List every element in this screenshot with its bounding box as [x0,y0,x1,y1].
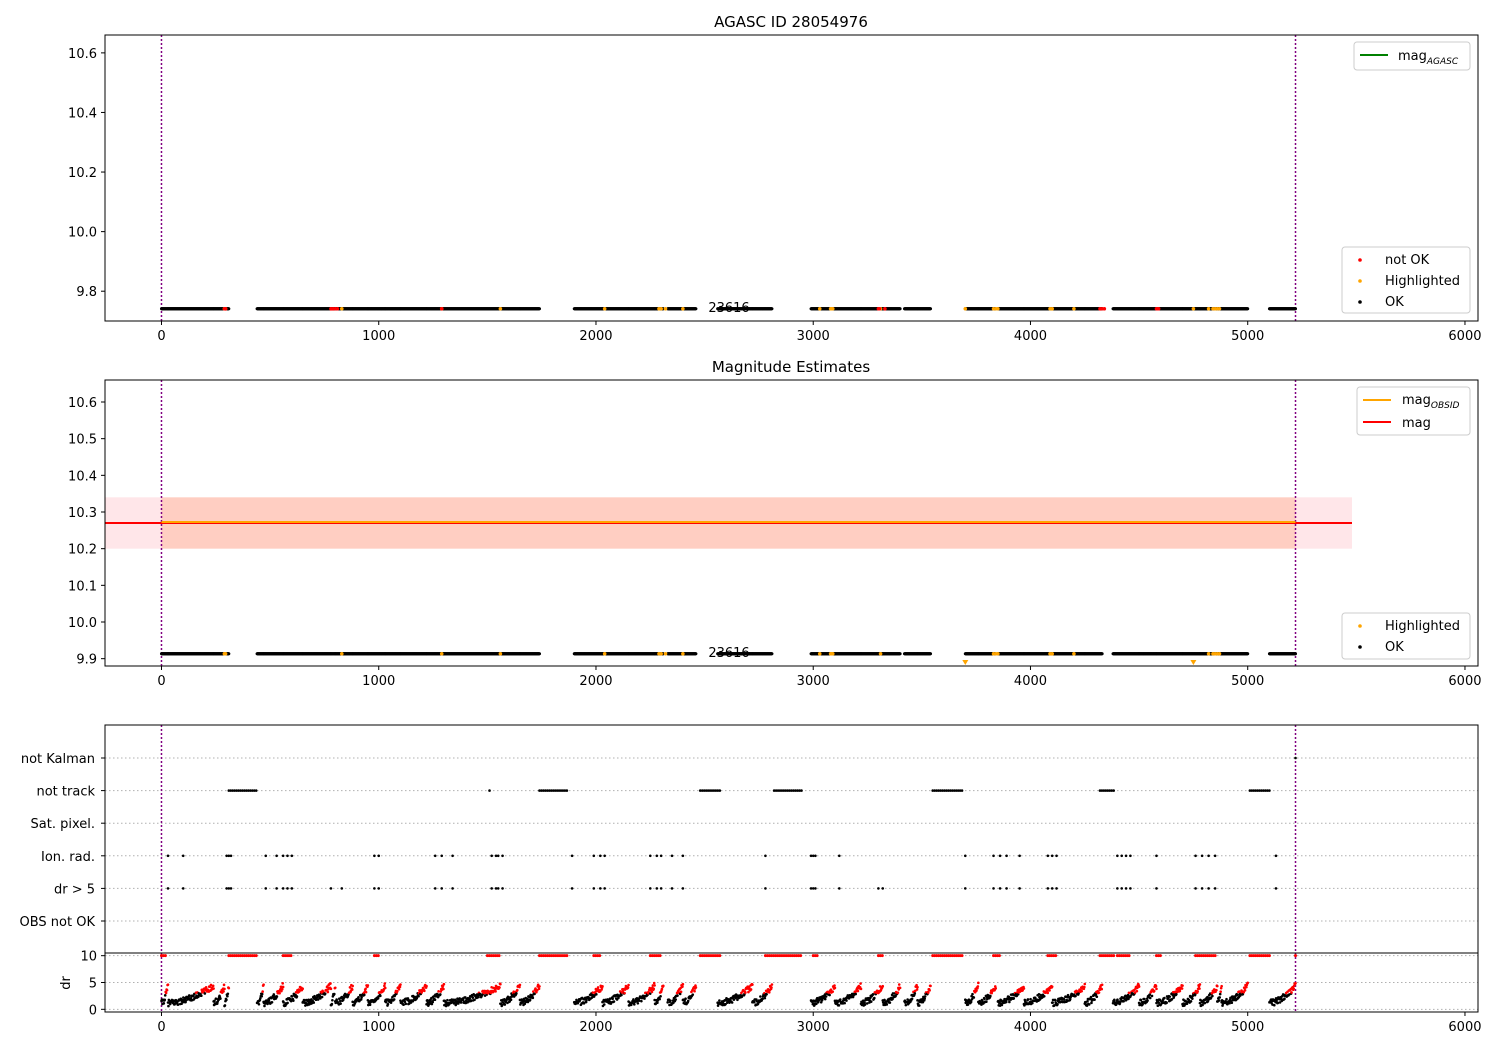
agasc-xtick-label: 4000 [1014,329,1047,344]
highlighted-point [1217,306,1222,311]
not-ok-point [877,306,882,311]
highlighted-point [1050,306,1054,311]
ok-point [898,307,902,311]
not-ok-point [223,306,228,311]
ok-point [929,307,933,311]
agasc-ytick-label: 10.2 [68,166,97,181]
highlighted-point [1191,306,1196,311]
ok-point [694,307,698,311]
panel-estimates-marks [105,380,1352,666]
agasc-xtick-label: 6000 [1448,329,1481,344]
agasc-xtick-label: 5000 [1231,329,1264,344]
legend-swatch-ok [1358,300,1362,304]
not-ok-point [335,306,340,311]
legend-label-highlighted: Highlighted [1385,274,1460,289]
ok-point [227,652,231,656]
highlighted-point [602,306,607,311]
highlighted-point [996,306,1000,311]
legend-label-not-ok: not OK [1385,253,1430,268]
legend-label-ok: OK [1385,295,1404,310]
highlighted-point [659,306,663,311]
panel-agasc-axes: 0 1000 2000 3000 4000 5000 6000 9.8 10.0 10.2 10.4… [68,47,1481,344]
not-ok-point [439,306,444,311]
panel-agasc: AGASC ID 28054976 0 1000 2000 3000 4000 5000 6… [68,13,1481,344]
highlighted-point [681,306,685,311]
panel-agasc-title: AGASC ID 28054976 [714,13,868,31]
ok-point [537,307,541,311]
not-ok-point [1156,306,1161,311]
agasc-ytick-label: 10.0 [68,226,97,241]
agasc-ytick-label: 10.4 [68,106,97,121]
agasc-xtick-label: 0 [157,329,165,344]
panel-estimates-title: Magnitude Estimates [712,358,870,376]
panel-agasc-annotation: 23616 [708,301,749,316]
highlighted-point [498,306,503,311]
highlighted-point [963,306,968,311]
highlighted-point [663,306,668,311]
ok-point [1246,307,1250,311]
ok-point [1294,307,1298,311]
legend-agasc-line: magAGASC [1353,41,1471,71]
not-ok-point [883,306,887,311]
highlighted-point [1072,306,1076,311]
agasc-xtick-label: 2000 [579,329,612,344]
legend-swatch-highlighted [1358,279,1362,283]
highlighted-point [817,306,822,311]
highlighted-point [339,306,344,311]
panel-estimates: Magnitude Estimates 0 1000 2000 3000 4000 500… [68,358,1481,689]
ok-point [227,307,231,311]
panel-agasc-frame [104,34,1479,322]
agasc-xtick-label: 3000 [797,329,830,344]
legend-swatch-not-ok [1358,258,1362,262]
agasc-xtick-label: 1000 [362,329,395,344]
not-ok-point [1102,306,1107,311]
agasc-ytick-label: 10.6 [68,47,97,62]
legend-agasc-points: not OK Highlighted OK [1341,246,1471,314]
ok-point [770,307,774,311]
highlighted-point [1206,306,1211,311]
highlighted-point [830,306,835,311]
panel-agasc-marks [159,35,1298,321]
agasc-ytick-label: 9.8 [76,285,97,300]
